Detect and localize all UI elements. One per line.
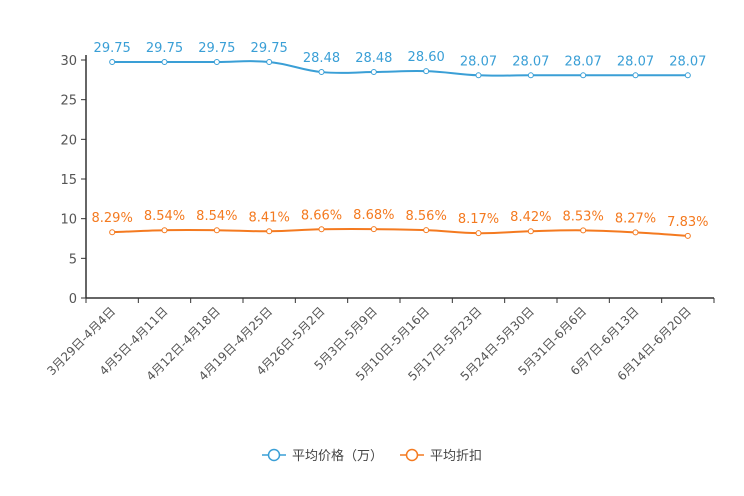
data-label: 28.07 [617,54,654,69]
data-point [684,72,691,79]
data-label: 28.48 [355,51,392,66]
data-point [580,72,587,79]
data-point [475,230,482,237]
data-point [475,72,482,79]
y-tick-label: 25 [60,94,77,109]
data-point [423,227,430,234]
data-label: 7.83% [667,215,708,230]
data-point [161,227,168,234]
data-label: 28.60 [408,50,445,65]
series-line-0 [112,60,688,77]
y-tick-label: 30 [60,54,77,69]
data-label: 29.75 [94,41,131,56]
y-tick-label: 5 [69,252,77,267]
data-label: 8.42% [510,210,551,225]
data-point [161,58,168,65]
series-line-1 [112,227,688,237]
data-label: 28.07 [512,54,549,69]
y-tick-label: 20 [60,133,77,148]
data-label: 8.66% [301,208,342,223]
legend-marker-0 [267,448,281,462]
data-point [109,229,116,236]
data-label: 8.56% [406,209,447,224]
data-label: 8.29% [92,211,133,226]
data-label: 8.53% [563,209,604,224]
data-label: 8.17% [458,212,499,227]
y-tick-label: 0 [69,292,77,307]
legend-label-0: 平均价格（万） [292,448,383,464]
data-point [580,227,587,234]
data-label: 8.68% [353,208,394,223]
data-label: 8.54% [144,209,185,224]
data-label: 29.75 [251,41,288,56]
data-point [213,227,220,234]
data-point [213,58,220,65]
data-label: 8.27% [615,211,656,226]
data-label: 29.75 [146,41,183,56]
data-point [632,229,639,236]
y-tick-label: 10 [60,213,77,228]
y-tick-label: 15 [60,173,77,188]
data-point [632,72,639,79]
data-point [109,58,116,65]
data-point [266,228,273,235]
data-label: 28.07 [669,54,706,69]
data-point [527,228,534,235]
data-point [266,58,273,65]
data-label: 8.41% [249,210,290,225]
data-point [318,69,325,76]
data-point [318,226,325,233]
legend-label-1: 平均折扣 [430,449,482,464]
data-label: 28.07 [565,54,602,69]
legend-marker-1 [405,448,419,462]
data-point [370,226,377,233]
data-label: 28.07 [460,54,497,69]
data-label: 29.75 [198,41,235,56]
data-label: 8.54% [196,209,237,224]
data-point [527,72,534,79]
data-label: 28.48 [303,51,340,66]
data-point [370,69,377,76]
data-point [423,68,430,75]
data-point [684,232,691,239]
